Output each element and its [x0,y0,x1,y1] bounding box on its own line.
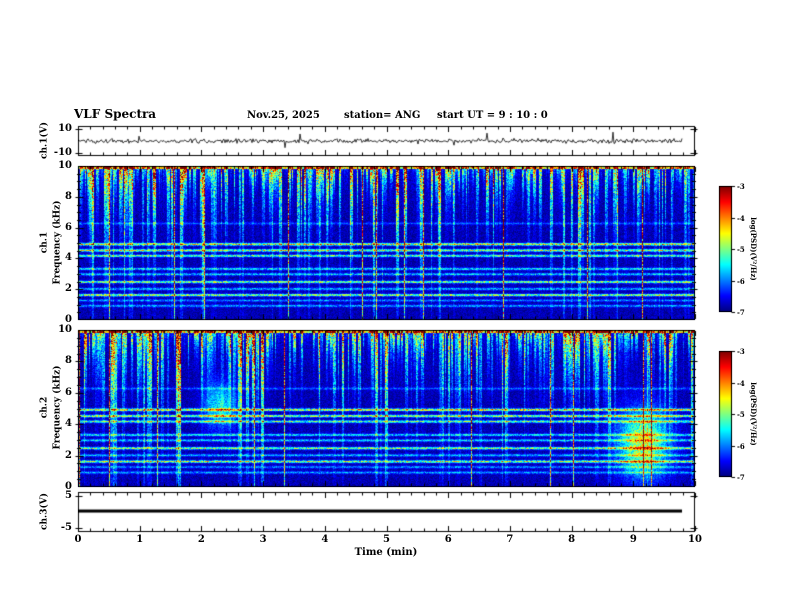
x-tick-label: 0 [74,534,82,545]
spec2-y-tick-label: 6 [65,386,72,398]
ch3-y-tick-label: -5 [60,522,72,533]
ch3-y-tick-label: 5 [65,490,72,501]
spec2-channel-label: ch.2 [39,396,50,419]
ch3-voltage-axis-label: ch.3(V) [39,493,50,530]
colorbar-tick-label: -6 [737,276,745,286]
spec1-y-tick-label: 0 [65,314,72,325]
x-tick-label: 4 [321,534,329,545]
ch1-y-tick-label: 10 [58,123,72,134]
x-tick-label: 9 [629,534,637,545]
x-tick-label: 10 [688,534,702,545]
colorbar-tick-label: -6 [737,441,745,451]
spec2-y-tick-label: 4 [65,418,72,430]
colorbar2-axis-label: log(PSD)(V²/Hz) [749,382,758,446]
x-tick-label: 6 [444,534,452,545]
spec1-y-tick-label: 4 [65,252,72,264]
colorbar-tick-label: -7 [737,473,745,482]
colorbar-tick-label: -3 [737,182,745,191]
time-axis-label: Time (min) [354,547,418,558]
spec2-y-tick-label: 0 [65,481,72,492]
spec1-y-tick-label: 6 [65,221,72,233]
ch1-y-tick-label: -10 [53,147,72,158]
spec2-y-tick-label: 8 [65,355,72,367]
colorbar-tick-label: -4 [737,378,745,388]
ch1-voltage-axis-label: ch.1(V) [39,122,50,159]
colorbar1-axis-label: log(PSD)(V²/Hz) [749,217,758,281]
colorbar-tick-label: -3 [737,347,745,356]
spec1-y-tick-label: 10 [58,160,72,171]
x-tick-label: 5 [383,534,390,545]
x-tick-label: 2 [197,534,205,545]
spec1-y-tick-label: 2 [65,283,72,295]
spec2-y-tick-label: 2 [65,449,72,461]
x-tick-label: 7 [506,534,514,545]
spec2-y-tick-label: 10 [58,324,72,335]
x-tick-label: 8 [568,534,576,545]
x-tick-label: 1 [136,534,144,545]
x-tick-label: 3 [259,534,267,545]
colorbar-tick-label: -4 [737,213,745,223]
colorbar-tick-label: -5 [737,245,745,254]
spec1-y-tick-label: 8 [65,190,72,202]
spec1-channel-label: ch.1 [39,231,50,254]
colorbar-tick-label: -5 [737,410,745,419]
colorbar-tick-label: -7 [737,308,745,317]
